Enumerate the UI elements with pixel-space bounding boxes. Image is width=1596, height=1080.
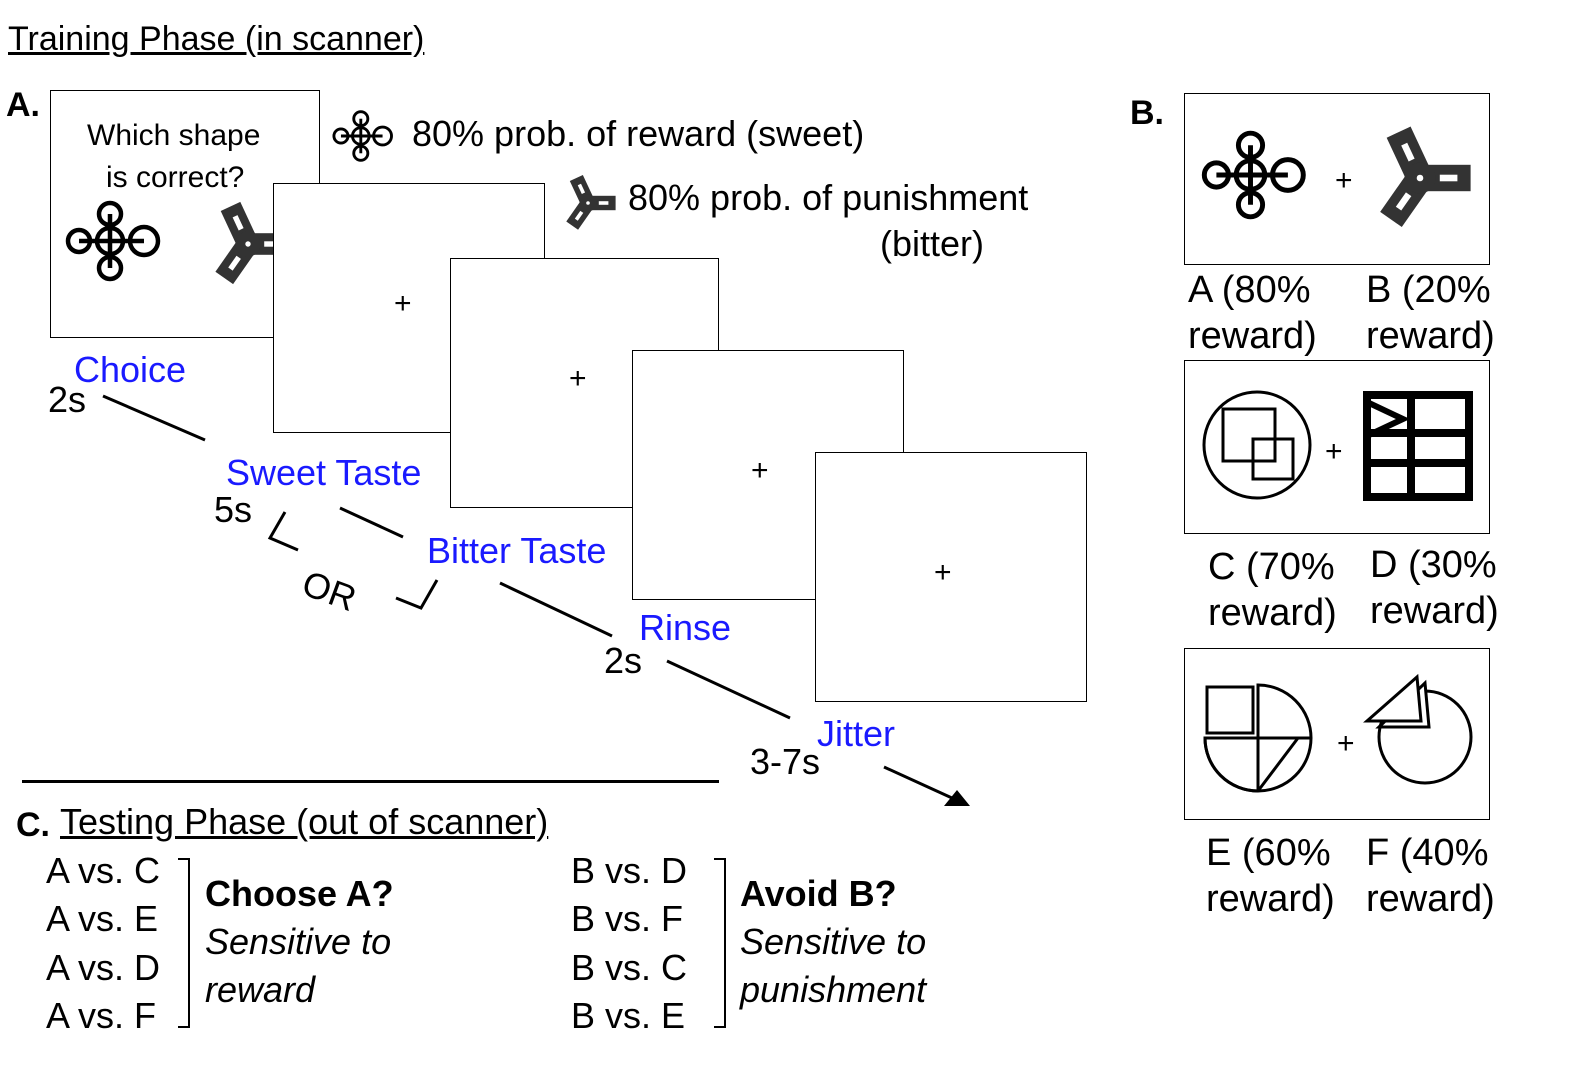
tri-shape-icon — [1365, 122, 1475, 234]
fixation-cross: + — [569, 362, 587, 395]
jitter-frame: + — [815, 452, 1087, 702]
choice-prompt-line1: Which shape — [87, 119, 261, 152]
step-rinse-duration: 2s — [604, 640, 643, 681]
pair-cd-left-label: C (70% — [1208, 546, 1335, 588]
punish-legend-text-2: (bitter) — [880, 223, 985, 264]
section-divider — [22, 780, 719, 783]
pair-cd-left-label-2: reward) — [1208, 592, 1337, 634]
step-choice-label: Choice — [74, 349, 187, 390]
test-pair: A vs. C — [46, 850, 161, 891]
flower-shape-icon — [1201, 124, 1311, 226]
test-pair: B vs. F — [571, 898, 684, 939]
test-pair: B vs. E — [571, 995, 686, 1036]
grid-flag-shape-icon — [1363, 391, 1473, 501]
panel-c-label: C. — [16, 806, 50, 844]
step-jitter-label: Jitter — [817, 713, 896, 754]
pair-ab-left-label: A (80% — [1188, 269, 1311, 311]
testing-phase-title: Testing Phase (out of scanner) — [60, 801, 549, 842]
reward-legend-text: 80% prob. of reward (sweet) — [412, 113, 865, 154]
pair-ab-frame: + — [1184, 93, 1490, 265]
pair-ef-left-label: E (60% — [1206, 832, 1331, 874]
group-bracket — [178, 858, 190, 1028]
circle-squares-shape-icon — [1202, 390, 1312, 500]
training-phase-title: Training Phase (in scanner) — [8, 20, 425, 58]
fixation-cross: + — [394, 287, 412, 320]
pair-ef-frame: + — [1184, 648, 1490, 820]
fixation-cross: + — [751, 454, 769, 487]
pair-separator: + — [1335, 164, 1353, 197]
avoid-b-desc: Sensitive to — [740, 921, 927, 962]
pair-ab-right-label: B (20% — [1366, 269, 1491, 311]
test-pair: B vs. C — [571, 947, 688, 988]
panel-a-label: A. — [6, 86, 40, 124]
pair-cd-frame: + — [1184, 360, 1490, 534]
choose-a-desc: Sensitive to — [205, 921, 392, 962]
step-sweet-duration: 5s — [214, 489, 253, 530]
pair-ab-left-label-2: reward) — [1188, 315, 1317, 357]
pair-cd-right-label-2: reward) — [1370, 590, 1499, 632]
pair-ef-left-label-2: reward) — [1206, 878, 1335, 920]
test-pair: B vs. D — [571, 850, 688, 891]
timeline-connectors — [102, 394, 970, 806]
test-pair: A vs. E — [46, 898, 159, 939]
avoid-b-desc-2: punishment — [740, 969, 927, 1010]
quartered-circle-shape-icon — [1203, 683, 1313, 793]
step-jitter-duration: 3-7s — [750, 741, 821, 782]
test-pair: A vs. F — [46, 995, 157, 1036]
group-bracket — [714, 858, 726, 1028]
pair-cd-right-label: D (30% — [1370, 544, 1497, 586]
pair-separator: + — [1337, 727, 1355, 760]
avoid-b-question: Avoid B? — [740, 873, 897, 914]
step-choice-duration: 2s — [48, 379, 87, 420]
test-pair: A vs. D — [46, 947, 161, 988]
step-bitter-label: Bitter Taste — [427, 530, 607, 571]
panel-b-label: B. — [1130, 94, 1164, 132]
pair-separator: + — [1325, 435, 1343, 468]
choice-prompt-line2: is correct? — [106, 161, 245, 194]
punish-legend-text: 80% prob. of punishment — [628, 177, 1029, 218]
step-rinse-label: Rinse — [639, 607, 732, 648]
pair-ab-right-label-2: reward) — [1366, 315, 1495, 357]
step-sweet-label: Sweet Taste — [226, 452, 422, 493]
fixation-cross: + — [934, 556, 952, 589]
pair-ef-right-label-2: reward) — [1366, 878, 1495, 920]
choose-a-desc-2: reward — [205, 969, 316, 1010]
choose-a-question: Choose A? — [205, 873, 394, 914]
triangle-circle-shape-icon — [1363, 673, 1473, 785]
pair-ef-right-label: F (40% — [1366, 832, 1489, 874]
